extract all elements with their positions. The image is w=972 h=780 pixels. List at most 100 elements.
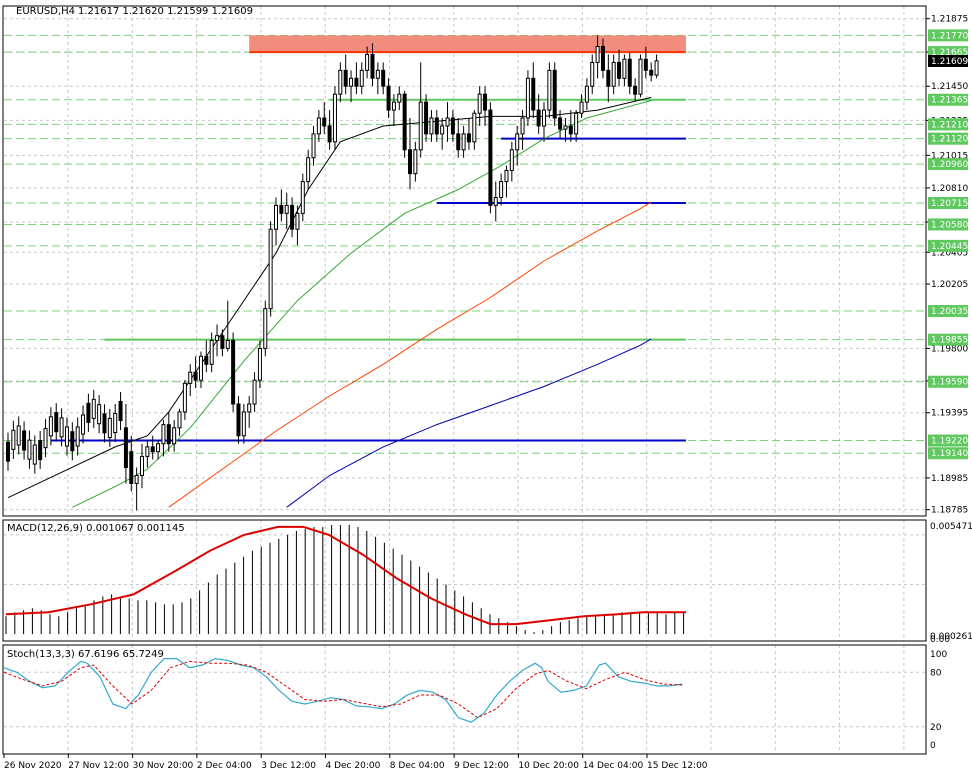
candle-body [140,455,144,476]
level-tag [928,132,968,145]
candle-body [627,58,632,87]
candle-body [16,425,21,446]
level-tag [928,118,968,131]
candle-body [499,181,504,198]
candle-body [91,398,96,419]
candle-body [397,93,402,103]
candle-body [290,204,295,230]
time-tick-label: 15 Dec 12:00 [647,761,708,771]
candle-body [461,133,466,151]
level-tag-label: 1.21210 [931,120,968,130]
time-tick-label: 10 Dec 20:00 [518,761,579,771]
candle-body [43,428,48,449]
candle-body [563,125,568,130]
candle-body [386,85,391,111]
candle-body [434,117,439,135]
panel-frame [2,519,927,642]
candle-body [558,117,563,130]
price-tick-label: 1.19800 [931,344,968,354]
candle-body [27,439,32,460]
candle-body [59,417,64,438]
level-tag-label: 1.20445 [931,242,968,252]
candle-body [166,424,171,445]
level-tag-label: 1.21120 [931,135,968,145]
candle-body [70,431,75,452]
candle-body [322,117,327,127]
candle-body [606,69,611,87]
candle-body [579,101,584,114]
price-tick-label: 1.18785 [931,506,968,516]
macd-tick-label: 0.000261 [930,632,972,642]
symbol-label: EURUSD,H4 [16,6,75,17]
price-tick-label: 1.20405 [931,248,968,258]
panel-frames [2,5,927,755]
candle-body [488,109,493,206]
level-tag-label: 1.20035 [931,307,968,317]
macd-label: MACD(12,26,9) 0.001067 0.001145 [7,523,185,534]
candle-body [327,125,332,143]
candle-body [86,402,91,423]
candle-body [118,400,123,422]
time-tick-label: 4 Dec 20:00 [326,761,381,771]
level-tag-label: 1.21665 [931,48,968,58]
candle-body [509,149,514,171]
candle-body [622,58,627,79]
candle-body [300,181,305,214]
candle-body [445,117,450,127]
candle-body [531,77,536,111]
price-tick-label: 1.20810 [931,184,968,194]
candle-body [375,69,380,79]
candle-body [161,424,166,445]
candle-body [365,53,370,71]
level-tag-label: 1.19590 [931,378,968,388]
candle-body [515,133,520,151]
candle-body [284,204,289,214]
time-axis: 26 Nov 2020 27 Nov 12:00 30 Nov 20:00 2 Dec… [3,754,708,771]
panel-frame [2,5,927,517]
candle-body [241,411,246,437]
stoch-tick-label: 20 [930,723,942,733]
moving-average-line [286,338,652,508]
level-tag-label: 1.21770 [931,31,968,41]
candle-body [440,125,445,135]
current-price-tag [928,54,968,67]
candle-body [402,93,407,151]
stoch-tick-label: 80 [930,668,942,678]
resistance-zone-rect [249,35,686,53]
macd-tick-label: 0.00 [930,635,950,645]
candles [6,35,659,511]
candle-body [81,414,86,435]
candle-body [370,53,375,79]
level-tag [928,197,968,210]
candle-body [466,133,471,143]
candle-body [150,446,155,453]
candle-body [306,157,311,183]
candle-body [268,228,273,310]
candle-body [54,412,59,433]
candle-body [75,426,80,447]
level-tag [928,447,968,460]
candle-body [236,403,241,437]
candle-body [209,339,214,365]
level-tag [928,93,968,106]
time-tick-label: 2 Dec 04:00 [197,761,252,771]
macd-signal-line [5,525,686,626]
candle-body [332,93,337,143]
candle-body [424,101,429,135]
candle-body [48,416,53,437]
candle-body [295,212,300,230]
candle-body [252,379,257,405]
level-tag-label: 1.19140 [931,449,968,459]
candle-body [472,112,477,143]
candle-body [418,101,423,151]
time-tick-label: 14 Dec 04:00 [583,761,644,771]
candle-body [338,69,343,95]
candle-body [649,69,654,76]
candle-body [600,46,605,71]
stoch-main-line [3,657,683,723]
candle-body [6,441,10,462]
candle-body [568,125,573,135]
candle-body [231,339,236,405]
